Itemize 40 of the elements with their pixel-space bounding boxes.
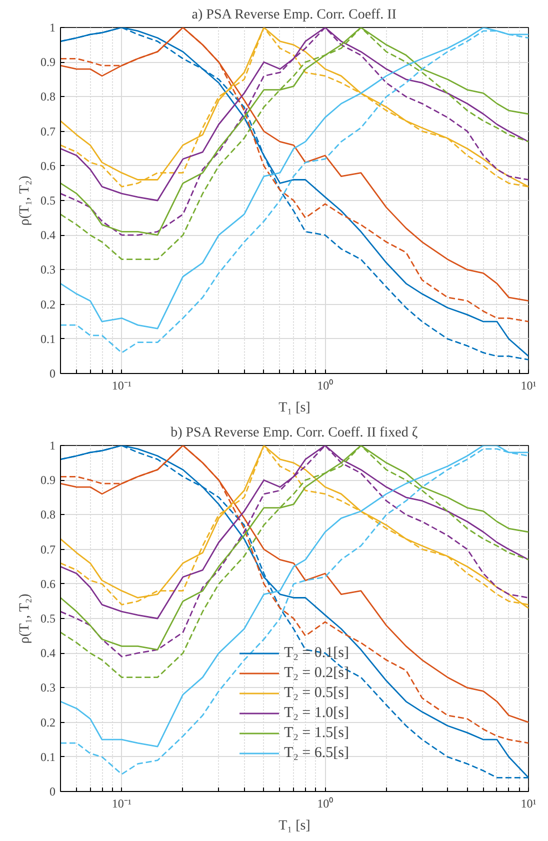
y-tick-label: 0.6 xyxy=(40,158,56,173)
legend-label: T₂ = 1.5[s] xyxy=(284,724,349,742)
x-tick-label: 10¹ xyxy=(520,378,537,392)
y-tick-label: 0.1 xyxy=(40,332,56,346)
chart-title: a) PSA Reverse Emp. Corr. Coeff. II xyxy=(192,8,397,22)
y-tick-label: 0.4 xyxy=(40,228,56,242)
y-tick-label: 0.1 xyxy=(40,750,56,764)
legend-label: T₂ = 6.5[s] xyxy=(284,744,349,762)
x-tick-label: 10¹ xyxy=(520,796,537,810)
y-tick-label: 0.7 xyxy=(40,124,56,138)
chart-title: b) PSA Reverse Emp. Corr. Coeff. II fixed ζ xyxy=(170,426,418,440)
legend-label: T₂ = 0.1[s] xyxy=(284,644,349,662)
y-axis-title: ρ(T₁, T₂) xyxy=(18,593,32,644)
y-tick-label: 0 xyxy=(50,366,56,380)
y-tick-label: 0.2 xyxy=(40,715,56,730)
y-axis-title: ρ(T₁, T₂) xyxy=(18,175,32,226)
y-tick-label: 0.9 xyxy=(40,55,56,70)
y-tick-label: 0.3 xyxy=(40,680,56,695)
x-tick-label: 10⁻¹ xyxy=(112,796,132,810)
y-tick-label: 0.8 xyxy=(40,508,56,522)
y-tick-label: 0.2 xyxy=(40,297,56,312)
y-tick-label: 0.5 xyxy=(40,612,56,626)
y-tick-label: 0.8 xyxy=(40,90,56,104)
y-tick-label: 0.3 xyxy=(40,262,56,277)
y-tick-label: 0 xyxy=(50,784,56,798)
legend-label: T₂ = 1.0[s] xyxy=(284,704,349,722)
x-tick-label: 10⁰ xyxy=(317,796,334,810)
y-tick-label: 1 xyxy=(50,438,56,452)
y-tick-label: 0.4 xyxy=(40,646,56,660)
x-axis-title: T₁ [s] xyxy=(278,818,310,834)
legend-label: T₂ = 0.5[s] xyxy=(284,684,349,702)
x-tick-label: 10⁻¹ xyxy=(112,378,132,392)
y-tick-label: 0.5 xyxy=(40,194,56,208)
y-tick-label: 0.7 xyxy=(40,542,56,556)
y-tick-label: 1 xyxy=(50,20,56,34)
x-axis-title: T₁ [s] xyxy=(278,400,310,416)
legend-label: T₂ = 0.2[s] xyxy=(284,664,349,682)
y-tick-label: 0.9 xyxy=(40,473,56,488)
x-tick-label: 10⁰ xyxy=(317,378,334,392)
y-tick-label: 0.6 xyxy=(40,576,56,591)
